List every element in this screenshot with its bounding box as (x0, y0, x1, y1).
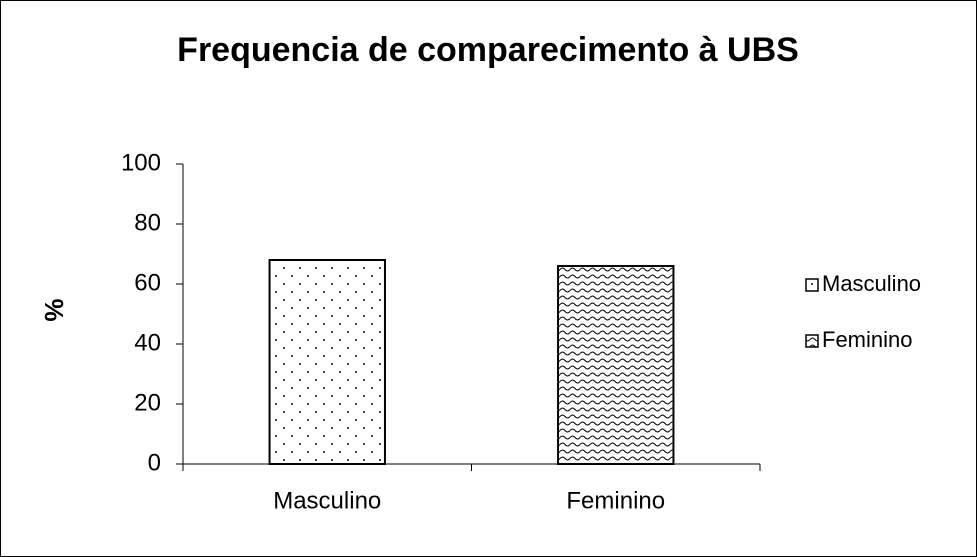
x-tick-label: Masculino (273, 487, 381, 514)
legend-swatch (805, 334, 819, 348)
y-tick-label: 60 (134, 269, 161, 296)
y-tick-label: 80 (134, 209, 161, 236)
x-tick-label: Feminino (566, 487, 665, 514)
y-axis-label: % (39, 298, 69, 321)
bar (557, 265, 675, 465)
chart-title: Frequencia de comparecimento à UBS (177, 31, 799, 69)
y-tick-label: 0 (148, 449, 161, 476)
y-tick-label: 100 (121, 149, 161, 176)
y-tick-label: 40 (134, 329, 161, 356)
y-tick-label: 20 (134, 389, 161, 416)
legend-label: Masculino (822, 271, 921, 296)
legend-swatch (805, 278, 819, 292)
legend-label: Feminino (822, 327, 912, 352)
bar (268, 259, 386, 465)
